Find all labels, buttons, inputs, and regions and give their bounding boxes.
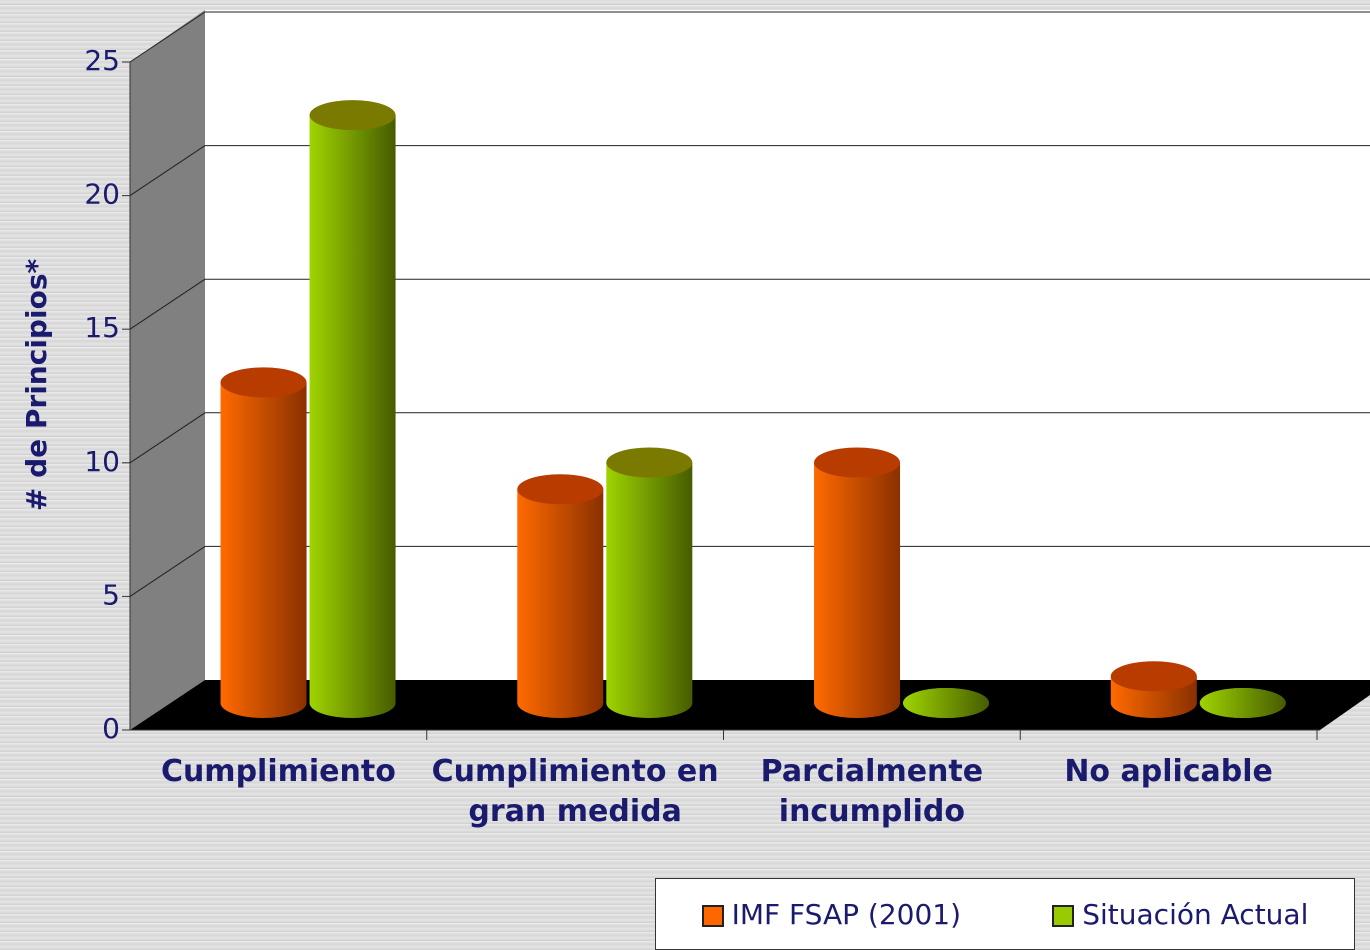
- bar-body: [220, 382, 307, 703]
- grid-line: [129, 545, 206, 597]
- y-tick-label: 10: [84, 445, 120, 478]
- legend-item: Situación Actual: [1052, 898, 1308, 931]
- bar: [517, 474, 604, 718]
- bar: [903, 688, 990, 718]
- bar-top: [309, 100, 396, 131]
- legend-label: Situación Actual: [1082, 897, 1309, 931]
- bar-top: [606, 447, 693, 478]
- bar-body: [309, 115, 396, 703]
- x-tick-label: Cumplimiento: [160, 754, 396, 789]
- x-tick-label: Cumplimiento en gran medida: [431, 754, 719, 829]
- y-tick-label: 20: [84, 178, 120, 211]
- bar: [220, 367, 307, 718]
- bar: [814, 447, 901, 718]
- legend-swatch: [701, 904, 724, 927]
- y-axis-label: # de Principios*: [20, 259, 53, 512]
- bar-body: [814, 462, 901, 703]
- floor: [130, 680, 1370, 730]
- legend: IMF FSAP (2001) Situación Actual: [655, 878, 1355, 950]
- y-tick-label: 15: [84, 311, 120, 344]
- back-wall: [205, 10, 1370, 680]
- x-tick-label: Parcialmente incumplido: [760, 754, 984, 829]
- bar: [606, 447, 693, 718]
- bar: [1110, 661, 1197, 718]
- side-wall: [130, 10, 205, 730]
- bar-top: [220, 367, 307, 398]
- y-tick-label: 5: [102, 578, 120, 611]
- x-tick-label: No aplicable: [1064, 754, 1273, 789]
- bar: [1199, 688, 1286, 718]
- bar-top: [814, 447, 901, 478]
- bar-top: [517, 474, 604, 505]
- bar-body: [606, 462, 693, 703]
- grid-line: [129, 278, 206, 330]
- y-tick-label: 0: [102, 712, 120, 745]
- bar-body: [517, 489, 604, 703]
- grid-line: [129, 412, 206, 464]
- grid-line: [129, 145, 206, 197]
- y-tick-label: 25: [84, 44, 120, 77]
- bar: [309, 100, 396, 718]
- grid-line: [129, 11, 206, 63]
- legend-swatch: [1052, 904, 1075, 927]
- bar-top: [1110, 661, 1197, 692]
- legend-item: IMF FSAP (2001): [701, 897, 961, 931]
- bar-top: [903, 688, 990, 718]
- bar-top: [1199, 688, 1286, 718]
- legend-label: IMF FSAP (2001): [731, 897, 961, 931]
